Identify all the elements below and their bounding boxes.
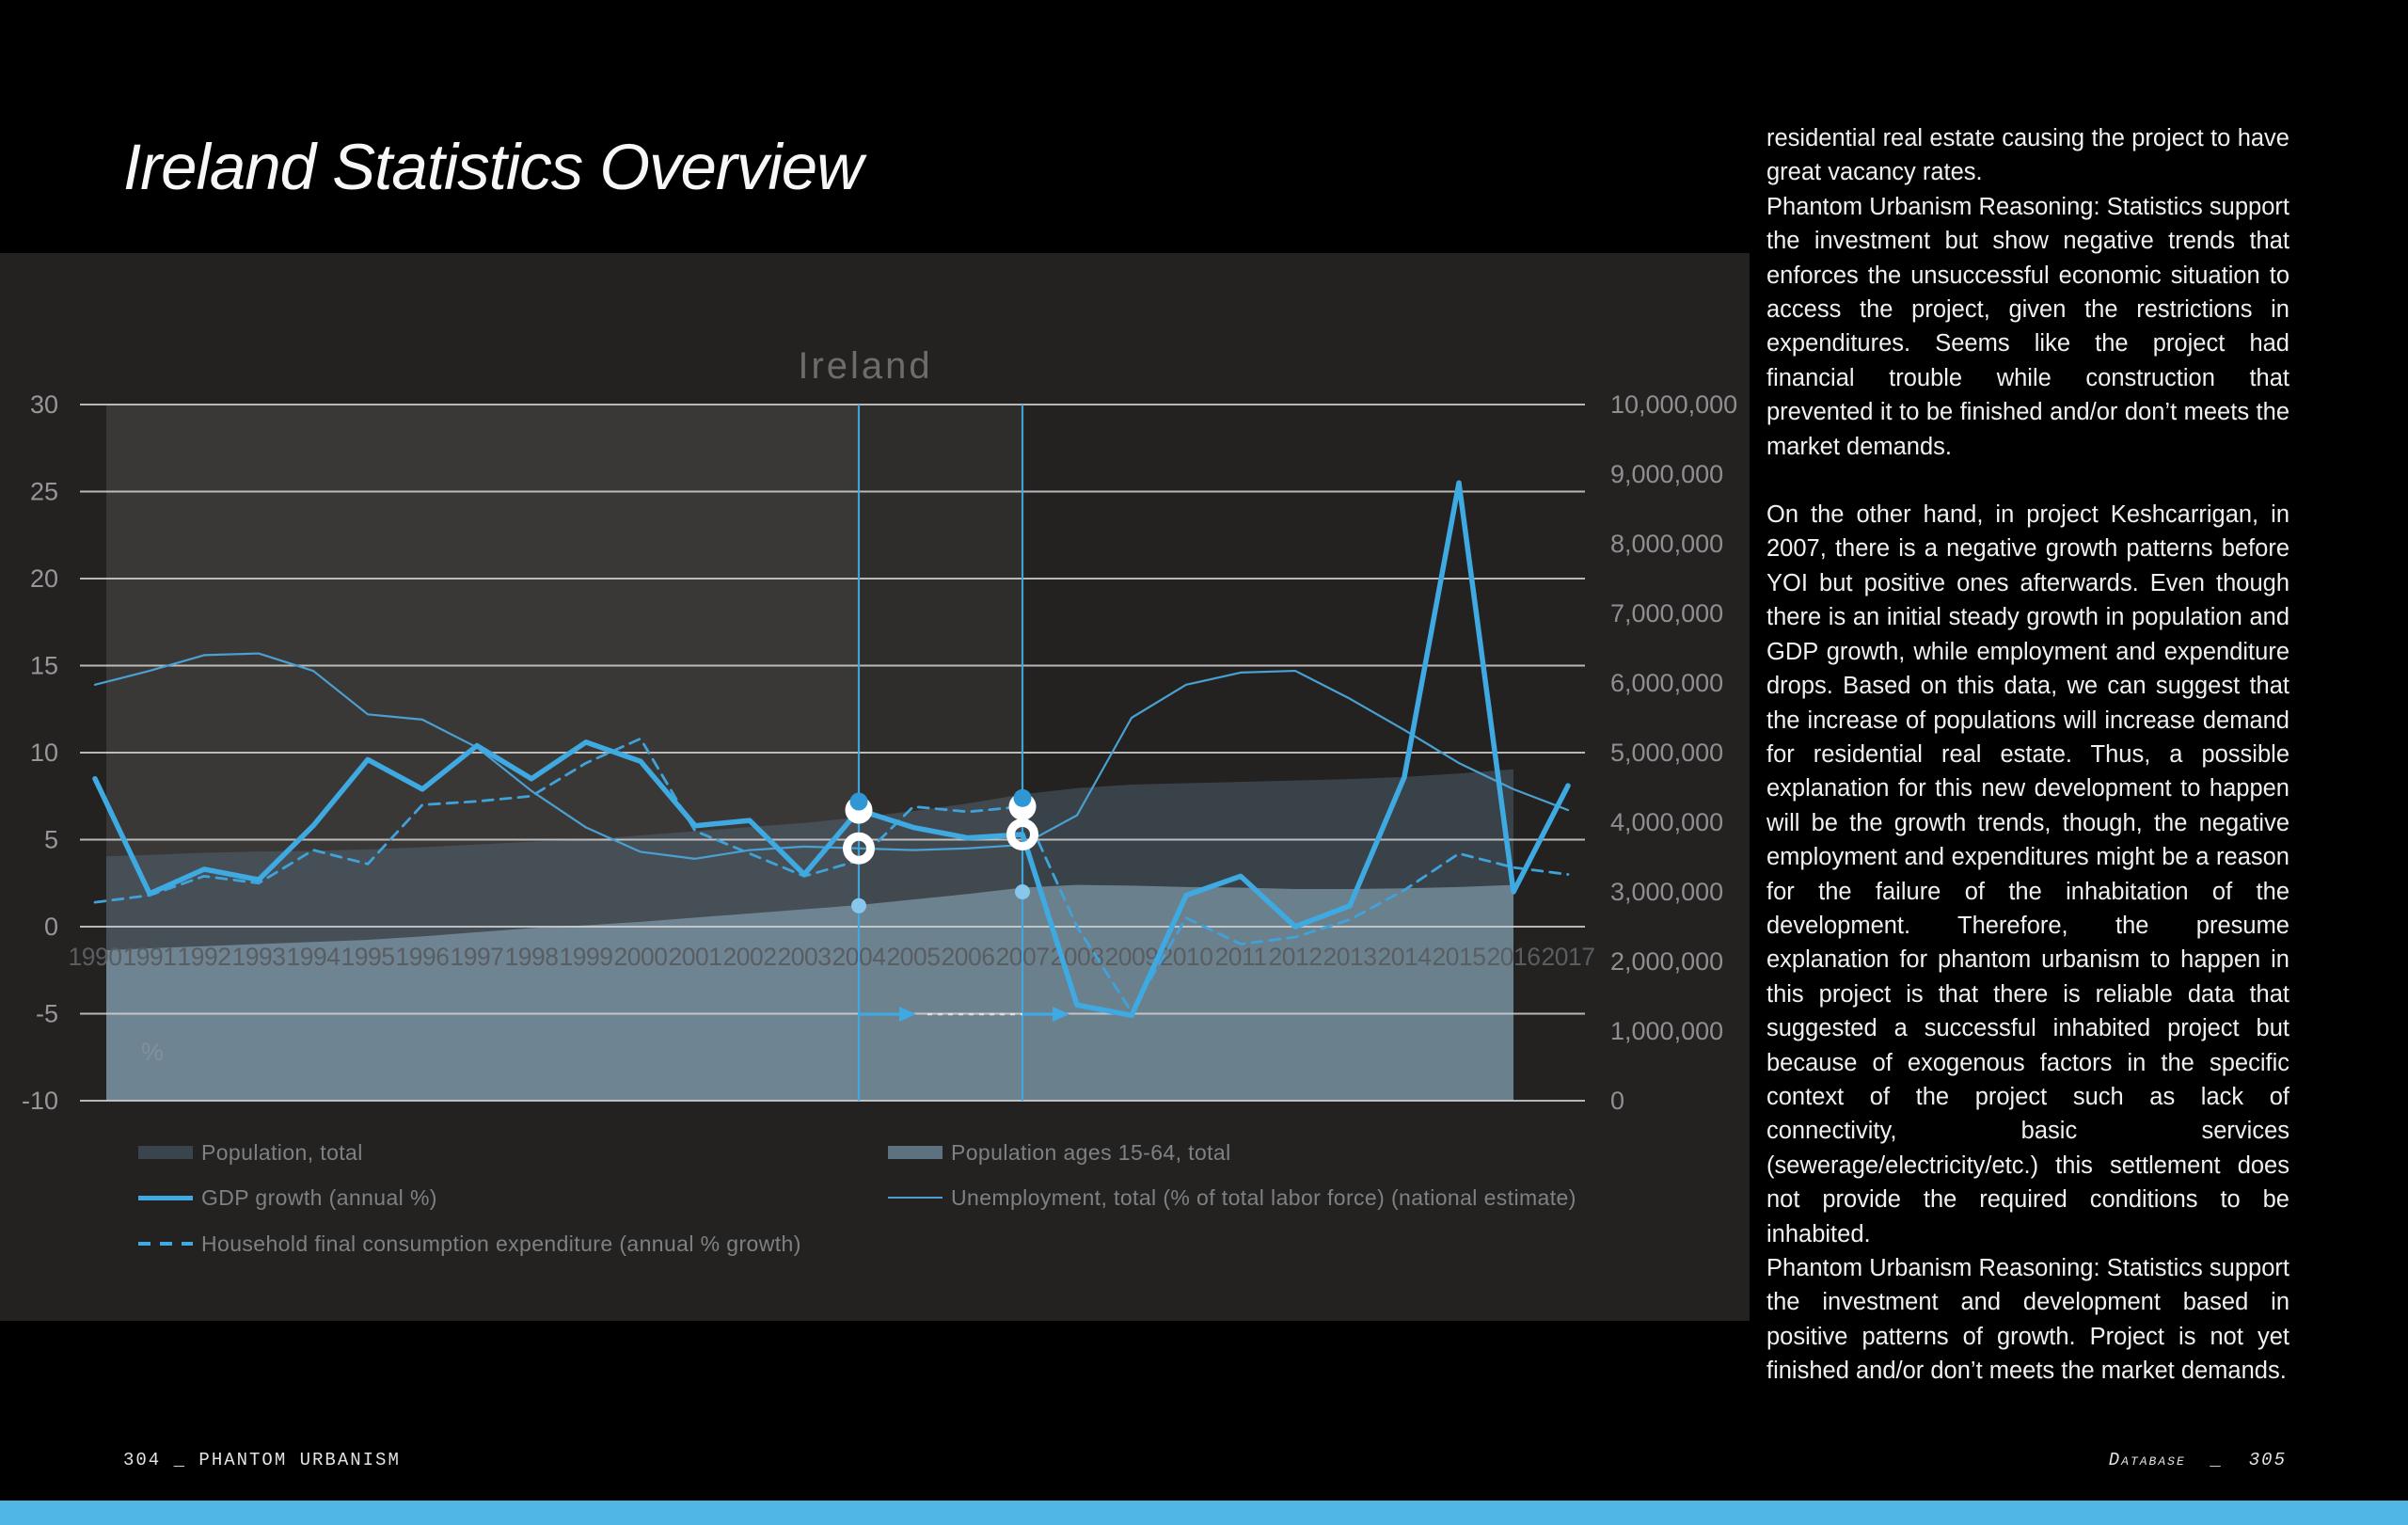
left-axis-tick: 5: [44, 826, 58, 854]
x-axis-year: 2000: [614, 943, 668, 971]
legend-label: Household final consumption expenditure …: [201, 1231, 801, 1256]
gdp-line-swatch: [138, 1195, 193, 1200]
footer-database-label: Database: [2108, 1450, 2186, 1470]
left-axis-tick: 0: [44, 913, 58, 941]
marker-dot: [1013, 788, 1032, 807]
page-number-right: Database _ 305: [2109, 1450, 2287, 1470]
legend-item-gdp: GDP growth (annual %): [138, 1184, 437, 1210]
right-axis-tick: 10,000,000: [1610, 390, 1737, 419]
x-axis-year: 1999: [560, 943, 613, 971]
x-axis-year: 1990: [69, 943, 122, 971]
x-axis-year: 2005: [887, 943, 941, 971]
household-dashed-swatch: [138, 1242, 193, 1246]
arrow-head: [1053, 1007, 1069, 1022]
right-axis-tick: 9,000,000: [1610, 460, 1723, 488]
x-axis-year: 2002: [723, 943, 777, 971]
legend-item-population: Population, total: [138, 1139, 363, 1165]
right-axis-tick: 2,000,000: [1610, 947, 1723, 976]
legend-item-unemployment: Unemployment, total (% of total labor fo…: [888, 1184, 1576, 1210]
paragraph: Phantom Urbanism Reasoning: Statistics s…: [1766, 1255, 2289, 1385]
footer-separator: _: [2210, 1450, 2224, 1470]
legend-item-household: Household final consumption expenditure …: [138, 1231, 801, 1256]
marker-dot: [849, 792, 868, 811]
page-title: Ireland Statistics Overview: [123, 131, 863, 203]
x-axis-year: 1994: [287, 943, 341, 971]
x-axis-year: 1995: [341, 943, 395, 971]
x-axis-year: 2015: [1433, 943, 1486, 971]
left-axis-tick: -10: [22, 1087, 58, 1115]
left-axis-tick: 25: [30, 478, 58, 506]
right-axis-tick: 7,000,000: [1610, 599, 1723, 627]
right-axis-tick: 4,000,000: [1610, 808, 1723, 836]
x-axis-year: 1992: [178, 943, 231, 971]
x-axis-year: 1991: [123, 943, 177, 971]
x-axis-year: 2006: [942, 943, 995, 971]
x-axis-year: 1993: [232, 943, 286, 971]
percent-axis-label: %: [141, 1038, 164, 1066]
x-axis-year: 2010: [1160, 943, 1213, 971]
x-axis-year: 2016: [1487, 943, 1541, 971]
page-number-left: 304 _ PHANTOM URBANISM: [123, 1450, 401, 1470]
marker-ring: [1006, 818, 1038, 850]
unemployment-line: [93, 652, 1570, 860]
unemployment-line-swatch: [888, 1197, 943, 1199]
footer-page-number: 305: [2248, 1450, 2287, 1470]
statistics-chart: 302520151050-5-1010,000,0009,000,0008,00…: [22, 345, 1737, 1115]
paragraph: Phantom Urbanism Reasoning: Statistics s…: [1766, 193, 2289, 460]
x-axis-year: 1996: [396, 943, 450, 971]
bottom-accent-bar: [0, 1501, 2408, 1525]
x-axis-year: 2001: [669, 943, 722, 971]
marker-small-dot: [851, 898, 866, 913]
household-line: [93, 737, 1570, 1014]
x-axis-year: 2012: [1269, 943, 1323, 971]
x-axis-year: 1997: [451, 943, 504, 971]
left-axis-tick: 20: [30, 564, 58, 593]
x-axis-year: 1998: [505, 943, 559, 971]
sidebar-article: residential real estate causing the proj…: [1766, 121, 2289, 1389]
left-axis-tick: 30: [30, 390, 58, 419]
right-axis-tick: 0: [1610, 1087, 1624, 1115]
chart-title: Ireland: [798, 345, 932, 387]
right-axis-tick: 8,000,000: [1610, 530, 1723, 558]
x-axis-year: 2017: [1542, 943, 1595, 971]
population-swatch: [138, 1146, 193, 1159]
statistics-chart-panel: 30 25 20 15 10 5 0 -5 -10 10,000,000 9,000,000 8,00…: [0, 253, 1750, 1321]
right-axis-tick: 1,000,000: [1610, 1017, 1723, 1045]
legend-label: Population ages 15-64, total: [951, 1139, 1231, 1165]
population-15-64-swatch: [888, 1146, 943, 1159]
x-axis-year: 2009: [1105, 943, 1159, 971]
paragraph: residential real estate causing the proj…: [1766, 125, 2289, 186]
legend-label: GDP growth (annual %): [201, 1184, 437, 1210]
left-axis-tick: 10: [30, 739, 58, 767]
right-axis-tick: 6,000,000: [1610, 669, 1723, 697]
right-axis-tick: 3,000,000: [1610, 878, 1723, 906]
right-axis-tick: 5,000,000: [1610, 739, 1723, 767]
marker-small-dot: [1015, 884, 1030, 899]
x-axis-year: 2003: [778, 943, 832, 971]
left-axis-tick: 15: [30, 652, 58, 680]
marker-ring: [843, 832, 875, 865]
legend-item-population-15-64: Population ages 15-64, total: [888, 1139, 1231, 1165]
x-axis-year: 2011: [1215, 943, 1267, 971]
legend-label: Unemployment, total (% of total labor fo…: [951, 1184, 1576, 1210]
legend-label: Population, total: [201, 1139, 363, 1165]
arrow-head: [899, 1007, 916, 1022]
paragraph: On the other hand, in project Keshcarrig…: [1766, 501, 2289, 1247]
x-axis-year: 2013: [1323, 943, 1377, 971]
population_15_64-area: [106, 884, 1513, 1101]
left-axis-tick: -5: [36, 1000, 58, 1028]
gdp-line: [92, 480, 1571, 1019]
x-axis-year: 2014: [1378, 943, 1432, 971]
